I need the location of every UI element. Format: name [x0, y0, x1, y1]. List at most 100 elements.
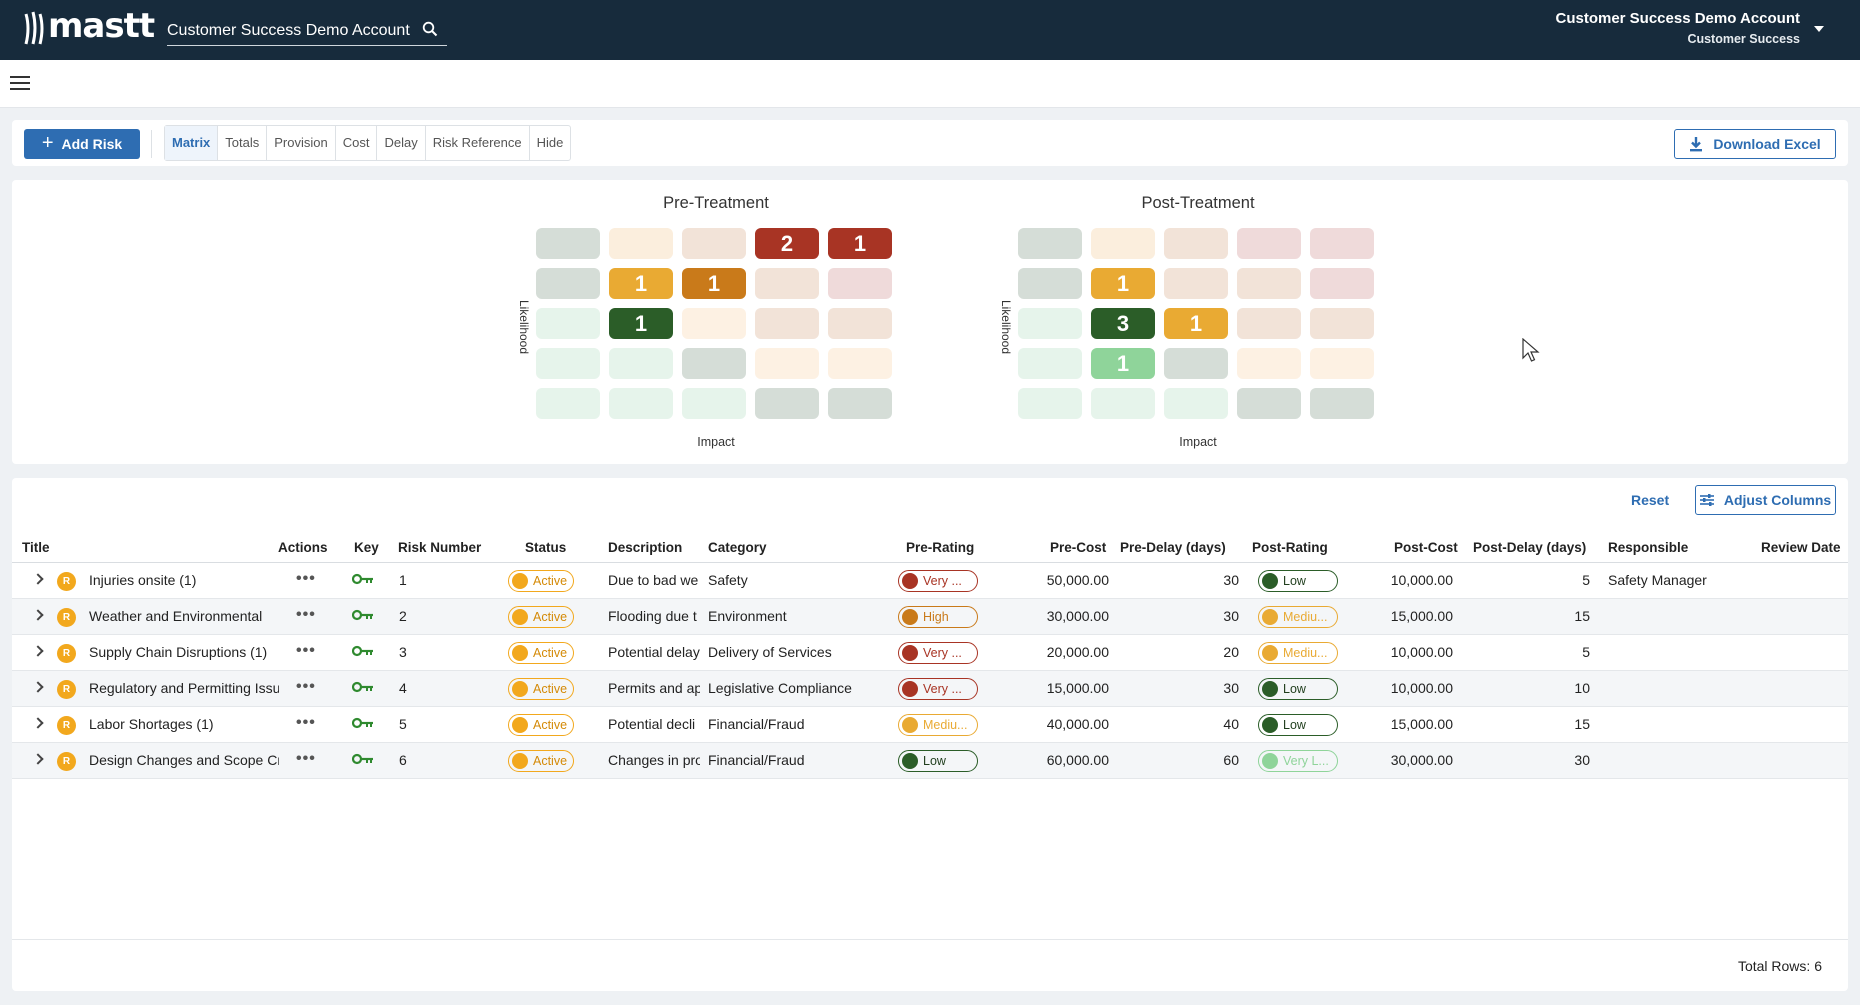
status-badge[interactable]: Active: [508, 678, 574, 700]
status-badge[interactable]: Active: [508, 750, 574, 772]
key-icon[interactable]: [351, 608, 374, 624]
matrix-cell[interactable]: 1: [828, 228, 892, 259]
risk-title[interactable]: Design Changes and Scope Creep: [89, 752, 279, 768]
pre-rating-badge[interactable]: Very ...: [898, 678, 978, 700]
more-horizontal-icon[interactable]: •••: [296, 714, 316, 731]
matrix-cell[interactable]: [536, 268, 600, 299]
status-badge[interactable]: Active: [508, 642, 574, 664]
matrix-cell[interactable]: [1018, 308, 1082, 339]
col-responsible[interactable]: Responsible: [1608, 540, 1689, 555]
table-row[interactable]: R Design Changes and Scope Creep ••• 6 Activ…: [12, 743, 1848, 779]
col-status[interactable]: Status: [525, 540, 567, 555]
chevron-down-icon[interactable]: [1814, 26, 1824, 32]
col-risk-number[interactable]: Risk Number: [398, 540, 482, 555]
matrix-cell[interactable]: [609, 228, 673, 259]
matrix-cell[interactable]: [536, 348, 600, 379]
post-rating-badge[interactable]: Low: [1258, 678, 1338, 700]
add-risk-button[interactable]: + Add Risk: [24, 129, 140, 159]
matrix-cell[interactable]: [1018, 268, 1082, 299]
matrix-cell[interactable]: [1237, 308, 1301, 339]
account-search-field[interactable]: Customer Success Demo Account: [167, 16, 447, 46]
matrix-cell[interactable]: [1310, 268, 1374, 299]
key-icon[interactable]: [351, 680, 374, 696]
pre-rating-badge[interactable]: Low: [898, 750, 978, 772]
adjust-columns-button[interactable]: Adjust Columns: [1695, 485, 1836, 515]
hamburger-menu-icon[interactable]: [10, 76, 30, 92]
chevron-right-icon[interactable]: [32, 573, 44, 585]
table-row[interactable]: R Weather and Environmental ••• 2 Active Floo…: [12, 599, 1848, 635]
chevron-right-icon[interactable]: [32, 753, 44, 765]
col-title[interactable]: Title: [22, 540, 50, 555]
post-rating-badge[interactable]: Very L...: [1258, 750, 1338, 772]
chevron-right-icon[interactable]: [32, 645, 44, 657]
matrix-cell[interactable]: [1164, 388, 1228, 419]
account-search-value[interactable]: Customer Success Demo Account: [167, 21, 410, 39]
chevron-right-icon[interactable]: [32, 609, 44, 621]
matrix-cell[interactable]: [828, 308, 892, 339]
matrix-cell[interactable]: [1018, 348, 1082, 379]
col-key[interactable]: Key: [354, 540, 379, 555]
matrix-cell[interactable]: [1237, 228, 1301, 259]
risk-title[interactable]: Injuries onsite (1): [89, 572, 197, 588]
matrix-cell[interactable]: [682, 228, 746, 259]
matrix-cell[interactable]: [1018, 228, 1082, 259]
pre-rating-badge[interactable]: Mediu...: [898, 714, 978, 736]
matrix-cell[interactable]: [1237, 388, 1301, 419]
key-icon[interactable]: [351, 752, 374, 768]
matrix-cell[interactable]: [755, 348, 819, 379]
matrix-cell[interactable]: [682, 388, 746, 419]
status-badge[interactable]: Active: [508, 570, 574, 592]
tab-risk-reference[interactable]: Risk Reference: [426, 126, 530, 160]
matrix-cell[interactable]: [1237, 348, 1301, 379]
matrix-cell[interactable]: [1237, 268, 1301, 299]
more-horizontal-icon[interactable]: •••: [296, 750, 316, 767]
tab-hide[interactable]: Hide: [536, 135, 564, 150]
matrix-cell[interactable]: [682, 348, 746, 379]
matrix-cell[interactable]: [828, 268, 892, 299]
matrix-cell[interactable]: [609, 348, 673, 379]
key-icon[interactable]: [351, 572, 374, 588]
matrix-cell[interactable]: [536, 388, 600, 419]
user-menu[interactable]: Customer Success Demo Account Customer S…: [1555, 10, 1800, 46]
matrix-cell[interactable]: [1310, 348, 1374, 379]
col-pre-delay[interactable]: Pre-Delay (days): [1120, 540, 1226, 555]
download-excel-button[interactable]: Download Excel: [1674, 129, 1836, 159]
matrix-cell[interactable]: [828, 348, 892, 379]
matrix-cell[interactable]: 1: [609, 308, 673, 339]
matrix-cell[interactable]: [1164, 268, 1228, 299]
matrix-cell[interactable]: [1310, 388, 1374, 419]
post-rating-badge[interactable]: Mediu...: [1258, 606, 1338, 628]
matrix-cell[interactable]: 2: [755, 228, 819, 259]
matrix-cell[interactable]: [1310, 308, 1374, 339]
matrix-cell[interactable]: [828, 388, 892, 419]
app-logo[interactable]: mastt: [22, 6, 155, 48]
more-horizontal-icon[interactable]: •••: [296, 570, 316, 587]
tab-cost[interactable]: Cost: [336, 126, 378, 160]
more-horizontal-icon[interactable]: •••: [296, 678, 316, 695]
tab-totals[interactable]: Totals: [218, 126, 268, 160]
status-badge[interactable]: Active: [508, 606, 574, 628]
matrix-cell[interactable]: [1310, 228, 1374, 259]
tab-provision[interactable]: Provision: [267, 126, 336, 160]
tab-matrix[interactable]: Matrix: [165, 126, 219, 160]
matrix-cell[interactable]: 1: [609, 268, 673, 299]
matrix-cell[interactable]: [755, 388, 819, 419]
matrix-cell[interactable]: [1164, 348, 1228, 379]
table-row[interactable]: R Regulatory and Permitting Issues ••• 4 Act…: [12, 671, 1848, 707]
col-actions[interactable]: Actions: [278, 540, 328, 555]
reset-button[interactable]: Reset: [1631, 492, 1670, 508]
matrix-cell[interactable]: [682, 308, 746, 339]
col-pre-cost[interactable]: Pre-Cost: [1050, 540, 1107, 555]
risk-title[interactable]: Labor Shortages (1): [89, 716, 214, 732]
col-post-rating[interactable]: Post-Rating: [1252, 540, 1328, 555]
matrix-cell[interactable]: [755, 308, 819, 339]
pre-rating-badge[interactable]: Very ...: [898, 570, 978, 592]
col-post-delay[interactable]: Post-Delay (days): [1473, 540, 1587, 555]
search-icon[interactable]: [422, 21, 438, 40]
matrix-cell[interactable]: 1: [1164, 308, 1228, 339]
more-horizontal-icon[interactable]: •••: [296, 606, 316, 623]
chevron-right-icon[interactable]: [32, 681, 44, 693]
matrix-cell[interactable]: [536, 308, 600, 339]
post-rating-badge[interactable]: Mediu...: [1258, 642, 1338, 664]
matrix-cell[interactable]: [1164, 228, 1228, 259]
